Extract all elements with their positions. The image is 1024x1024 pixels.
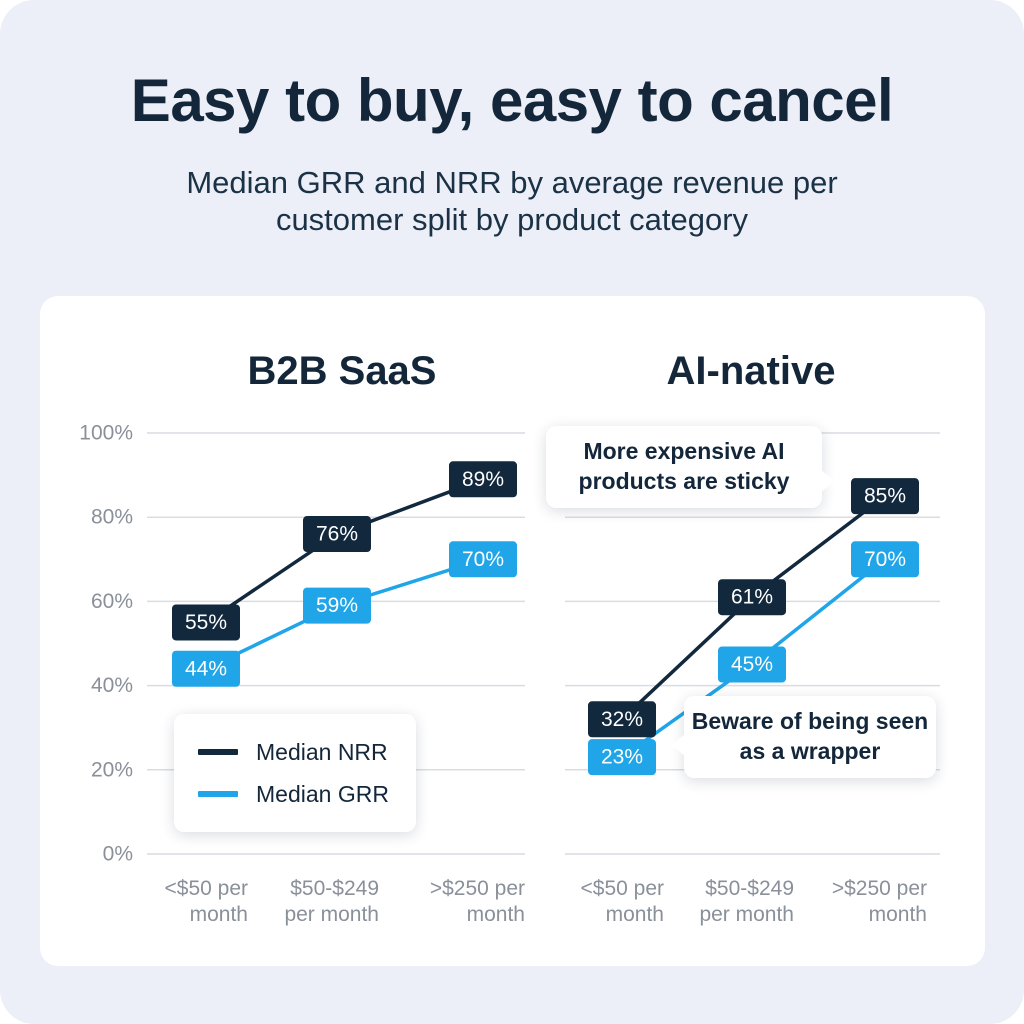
legend: Median NRR Median GRR	[174, 714, 416, 832]
x-tick-label: month	[190, 903, 248, 926]
x-tick-label: month	[606, 903, 664, 926]
legend-swatch-grr	[198, 791, 238, 797]
data-label: 70%	[864, 548, 906, 571]
data-point-marker	[851, 478, 919, 515]
x-tick-label: >$250 per	[832, 877, 927, 900]
y-tick-label: 0%	[103, 843, 133, 866]
data-label: 55%	[185, 611, 227, 634]
data-label: 59%	[316, 594, 358, 617]
annotation-pointer	[821, 470, 835, 492]
data-point-marker	[303, 587, 371, 624]
x-tick-label: >$250 per	[430, 877, 525, 900]
data-point-marker	[588, 739, 656, 776]
data-label: 45%	[731, 653, 773, 676]
x-tick-label: <$50 per	[165, 877, 249, 900]
y-tick-label: 20%	[91, 758, 133, 781]
annotation-sticky: More expensive AI products are sticky	[546, 426, 835, 508]
y-tick-label: 40%	[91, 674, 133, 697]
data-label: 61%	[731, 586, 773, 609]
annotation-text: More expensive AI products are sticky	[578, 438, 790, 494]
annotation-text: Beware of being seen as a wrapper	[691, 708, 929, 764]
data-point-marker	[718, 646, 786, 683]
x-tick-label: $50-$249	[705, 877, 794, 900]
data-label: 76%	[316, 523, 358, 546]
x-tick-label: month	[869, 903, 927, 926]
data-label: 85%	[864, 485, 906, 508]
annotation-wrapper: Beware of being seen as a wrapper	[671, 696, 936, 778]
x-tick-label: $50-$249	[290, 877, 379, 900]
x-tick-label: per month	[284, 903, 379, 926]
data-label: 44%	[185, 657, 227, 680]
data-point-marker	[172, 604, 240, 641]
data-point-marker	[449, 541, 517, 578]
data-point-marker	[172, 650, 240, 687]
x-tick-label: <$50 per	[581, 877, 665, 900]
x-tick-label: per month	[699, 903, 794, 926]
legend-label-grr: Median GRR	[256, 781, 389, 807]
data-point-marker	[588, 701, 656, 738]
data-point-marker	[718, 579, 786, 616]
chart-title: AI-native	[667, 349, 836, 393]
y-tick-label: 100%	[79, 422, 133, 445]
data-label: 23%	[601, 746, 643, 769]
data-point-marker	[303, 516, 371, 553]
y-tick-label: 80%	[91, 506, 133, 529]
legend-label-nrr: Median NRR	[256, 739, 388, 765]
page-title: Easy to buy, easy to cancel	[130, 67, 894, 134]
data-point-marker	[851, 541, 919, 578]
y-tick-label: 60%	[91, 590, 133, 613]
x-tick-label: month	[467, 903, 525, 926]
data-label: 32%	[601, 708, 643, 731]
legend-swatch-nrr	[198, 749, 238, 755]
chart-title: B2B SaaS	[248, 349, 437, 393]
data-point-marker	[449, 461, 517, 498]
page-subtitle: Median GRR and NRR by average revenue pe…	[186, 165, 838, 237]
data-label: 89%	[462, 468, 504, 491]
data-label: 70%	[462, 548, 504, 571]
annotation-pointer	[671, 734, 685, 756]
